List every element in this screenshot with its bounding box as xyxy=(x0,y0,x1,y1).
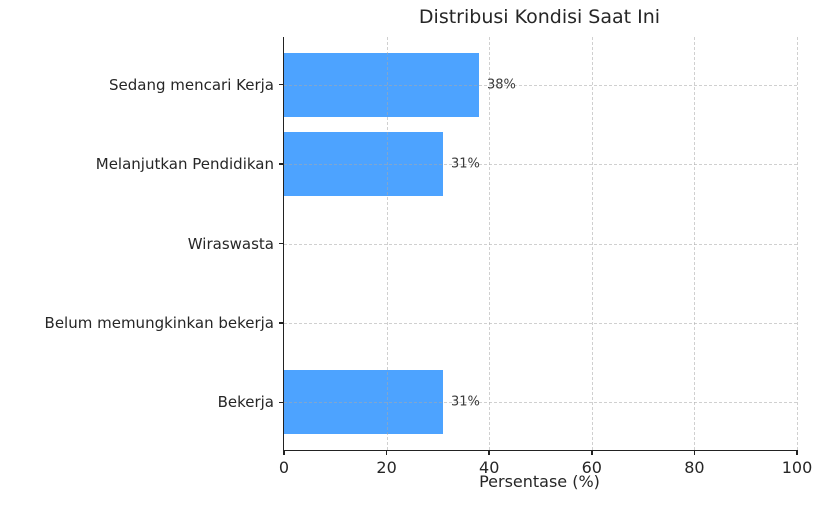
gridline-horizontal xyxy=(284,243,797,245)
x-tick-mark xyxy=(488,450,490,455)
y-tick-mark xyxy=(279,83,284,86)
gridline-vertical xyxy=(694,37,696,450)
bar xyxy=(284,370,444,435)
category-label: Sedang mencari Kerja xyxy=(109,75,274,94)
y-tick-mark xyxy=(279,322,284,324)
gridline-vertical xyxy=(489,37,491,450)
y-tick-mark xyxy=(279,163,284,165)
y-tick-mark xyxy=(279,242,284,245)
bar-value-label: 38% xyxy=(486,77,516,93)
x-tick-mark xyxy=(385,450,388,455)
category-label: Melanjutkan Pendidikan xyxy=(95,155,274,174)
plot-area: 0 20 40 60 80 100 Sedang mencari Kerja 38% Melan… xyxy=(45,37,812,477)
x-axis-label: Persentase (%) xyxy=(479,472,600,491)
bar xyxy=(284,52,479,117)
chart-title: Distribusi Kondisi Saat Ini xyxy=(418,6,661,28)
x-tick-label: 100 xyxy=(781,458,813,477)
gridline-vertical xyxy=(797,37,798,450)
x-tick-label: 0 xyxy=(278,458,290,477)
x-tick-label: 60 xyxy=(581,458,602,477)
bar-value-label: 31% xyxy=(451,394,480,410)
gridline-horizontal xyxy=(284,322,797,324)
gridline-vertical xyxy=(591,37,593,450)
x-tick-mark xyxy=(591,450,593,455)
x-tick-label: 80 xyxy=(684,458,705,477)
x-tick-mark xyxy=(796,450,798,455)
y-tick-mark xyxy=(279,401,284,404)
x-tick-mark xyxy=(693,450,696,455)
bar xyxy=(284,132,444,197)
x-tick-label: 20 xyxy=(376,458,397,477)
bar-value-label: 31% xyxy=(451,156,480,172)
category-label: Bekerja xyxy=(217,393,274,412)
category-label: Wiraswasta xyxy=(187,234,274,253)
category-label: Belum memungkinkan bekerja xyxy=(44,313,274,332)
x-tick-label: 40 xyxy=(479,458,500,477)
x-tick-mark xyxy=(283,450,285,455)
